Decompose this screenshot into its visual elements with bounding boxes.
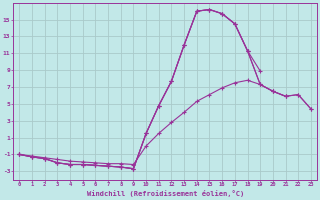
- X-axis label: Windchill (Refroidissement éolien,°C): Windchill (Refroidissement éolien,°C): [86, 190, 244, 197]
